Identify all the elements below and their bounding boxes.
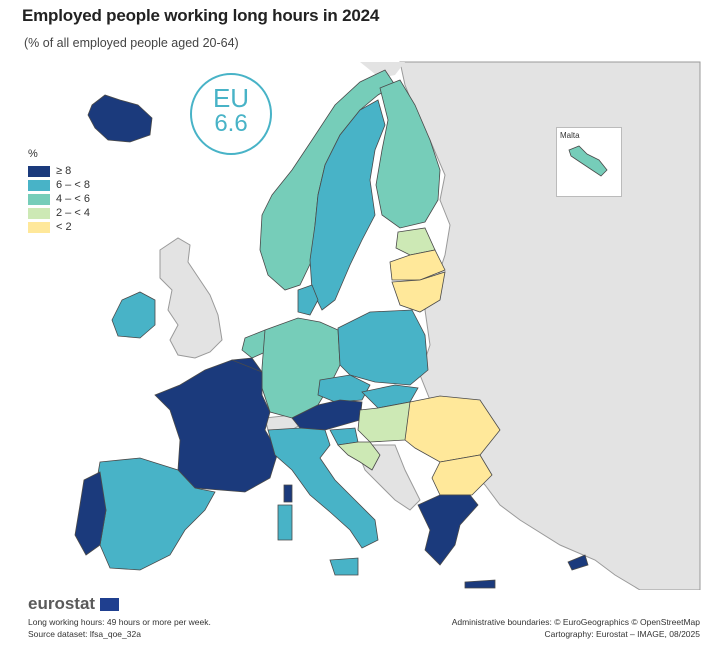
map-title: Employed people working long hours in 20… — [22, 6, 380, 25]
source-note: Source dataset: lfsa_qoe_32a — [28, 629, 141, 639]
legend-swatch — [28, 193, 50, 205]
country-sweden — [309, 99, 386, 311]
country-poland — [337, 309, 429, 386]
country-cyprus — [567, 554, 589, 571]
eurostat-logo: eurostat — [28, 594, 96, 613]
legend-item: 4 – < 6 — [28, 192, 90, 206]
legend-swatch — [28, 207, 50, 219]
boundaries-credit: Administrative boundaries: © EuroGeograp… — [451, 617, 700, 627]
country-iceland — [87, 94, 153, 143]
legend-item: ≥ 8 — [28, 164, 90, 178]
definition-note: Long working hours: 49 hours or more per… — [28, 617, 211, 627]
footer-notes: Long working hours: 49 hours or more per… — [28, 616, 211, 640]
malta-inset-label: Malta — [560, 131, 580, 140]
non-data-land-norway-north — [360, 62, 405, 78]
country-italy-sicily — [329, 557, 359, 576]
legend-unit: % — [28, 148, 38, 160]
legend-label: 4 – < 6 — [56, 193, 90, 205]
country-france-corsica — [283, 484, 293, 503]
cartography-credit: Cartography: Eurostat – IMAGE, 08/2025 — [544, 629, 700, 639]
country-lithuania — [391, 271, 446, 313]
eu-flag-icon — [100, 598, 119, 611]
country-finland — [375, 79, 441, 229]
europe-map — [74, 61, 701, 590]
legend-label: 2 – < 4 — [56, 207, 90, 219]
country-greece-crete — [464, 579, 496, 589]
country-bulgaria — [431, 454, 493, 496]
map-subtitle: (% of all employed people aged 20-64) — [24, 36, 239, 50]
country-czechia — [317, 374, 371, 403]
country-portugal — [74, 471, 107, 556]
malta-inset: Malta — [556, 127, 622, 197]
legend-item: < 2 — [28, 220, 90, 234]
eu-value: 6.6 — [214, 110, 248, 137]
country-latvia — [389, 249, 446, 281]
legend-item: 2 – < 4 — [28, 206, 90, 220]
legend-item: 6 – < 8 — [28, 178, 90, 192]
eu-label: EU — [212, 83, 250, 113]
country-croatia — [337, 441, 381, 471]
legend-swatch — [28, 221, 50, 233]
footer-credits: Administrative boundaries: © EuroGeograp… — [452, 616, 700, 640]
legend-label: ≥ 8 — [56, 165, 72, 177]
legend-label: < 2 — [56, 221, 72, 233]
malta-inset-map — [568, 145, 608, 177]
legend: % ≥ 8 6 – < 8 4 – < 6 2 – < 4 < 2 — [28, 148, 90, 234]
legend-swatch — [28, 165, 50, 177]
legend-label: 6 – < 8 — [56, 179, 90, 191]
country-malta — [568, 145, 608, 177]
country-italy-sardinia — [277, 504, 293, 541]
country-ireland — [111, 291, 156, 339]
eu-average-badge: EU 6.6 — [190, 73, 272, 155]
non-data-land-uk — [159, 237, 223, 359]
legend-swatch — [28, 179, 50, 191]
country-slovakia — [361, 384, 419, 409]
country-denmark — [297, 284, 319, 316]
country-greece — [417, 494, 479, 566]
country-italy — [267, 427, 379, 549]
